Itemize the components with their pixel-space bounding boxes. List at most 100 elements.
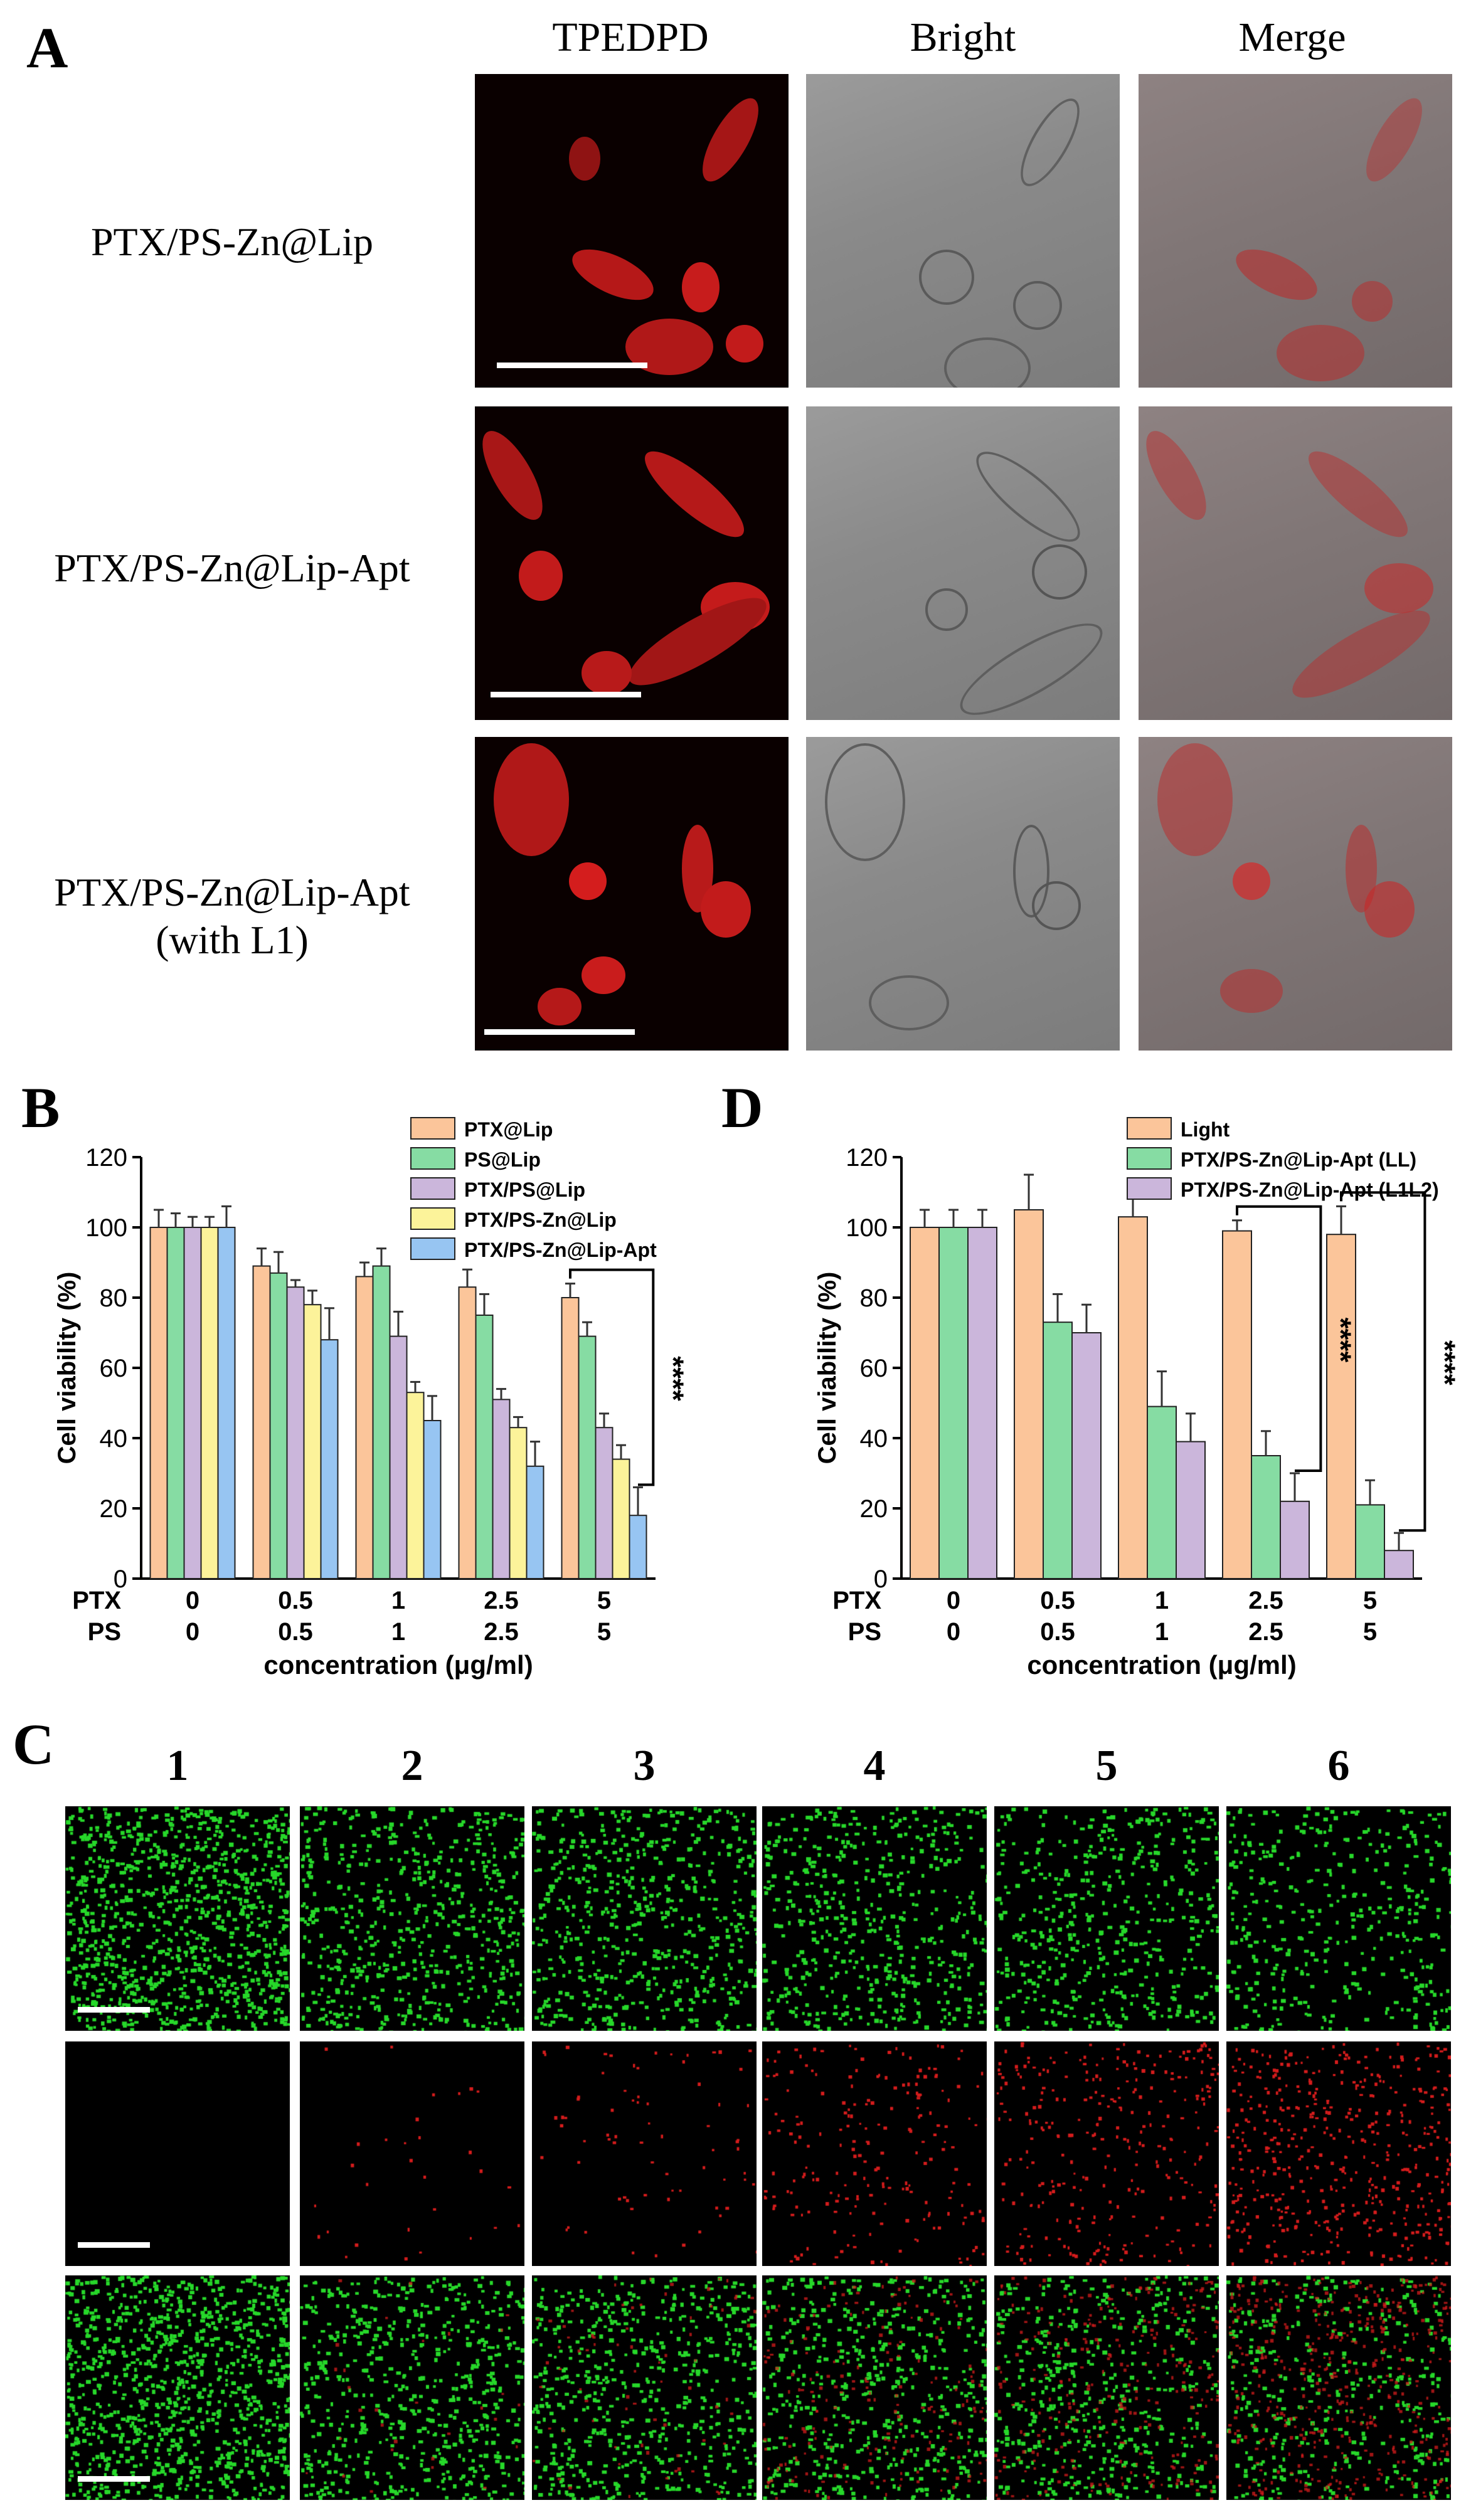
live-dead-canvas [65, 2275, 290, 2500]
live-dead-image-dead-lane-1 [65, 2041, 290, 2266]
y-tick-label: 20 [100, 1495, 128, 1523]
bar-light [1014, 1209, 1044, 1579]
live-dead-canvas [762, 2041, 987, 2266]
bar-ptx-ps-zn-lip-apt [526, 1465, 544, 1579]
live-dead-canvas [65, 2041, 290, 2266]
micrograph-tpedpd-row1 [475, 74, 789, 388]
bar-ptx-ps-zn-lip-apt-l1l2- [1176, 1441, 1206, 1579]
bar-ptx-ps-zn-lip [303, 1304, 322, 1579]
y-tick-label: 80 [100, 1284, 128, 1312]
x-tick-label-ps: 0 [947, 1618, 960, 1646]
live-dead-image-merge-lane-2 [300, 2275, 524, 2500]
significance-bracket [569, 1268, 655, 1486]
legend-label: PTX/PS-Zn@Lip-Apt (L1L2) [1181, 1178, 1439, 1201]
row-label-text: PTX/PS-Zn@Lip-Apt [54, 546, 410, 590]
live-dead-canvas [1226, 2275, 1451, 2500]
micrograph-merge-row3 [1139, 737, 1452, 1051]
x-tick-label-ps: 2.5 [484, 1618, 519, 1646]
bar-ptx-ps-zn-lip [200, 1227, 219, 1579]
column-header-bright: Bright [910, 14, 1016, 60]
y-tick-label: 60 [860, 1355, 888, 1382]
micrograph-merge-row1 [1139, 74, 1452, 388]
live-dead-canvas [1226, 1806, 1451, 2031]
bar-ptx-lip [252, 1265, 271, 1579]
bar-ptx-ps-zn-lip [406, 1392, 425, 1579]
column-header-merge: Merge [1238, 14, 1346, 60]
bar-ptx-lip [458, 1286, 477, 1579]
live-dead-image-live-lane-1 [65, 1806, 290, 2031]
micrograph-bright-row1 [806, 74, 1120, 388]
micrograph-bright-row3 [806, 737, 1120, 1051]
x-tick-label-ps: 1 [1155, 1618, 1169, 1646]
x-tick-label-ps: 5 [1363, 1618, 1377, 1646]
y-axis-label: Cell viability (%) [53, 1272, 81, 1464]
lane-number: 4 [863, 1742, 886, 1790]
bar-ptx-ps-zn-lip-apt-ll- [1147, 1406, 1177, 1579]
bar-ps-lip [578, 1335, 597, 1579]
row-label-ps: PS [88, 1618, 121, 1646]
live-dead-canvas [300, 1806, 524, 2031]
bar-ptx-ps-zn-lip-apt-ll- [1251, 1455, 1281, 1579]
live-dead-image-merge-lane-1 [65, 2275, 290, 2500]
scale-bar [484, 1029, 635, 1035]
legend-swatch [410, 1237, 455, 1260]
micrograph-bright-row2 [806, 406, 1120, 720]
legend-swatch [410, 1207, 455, 1230]
bar-ptx-ps-zn-lip-apt [320, 1339, 339, 1579]
live-dead-canvas [65, 1806, 290, 2031]
x-tick-label-ptx: 1 [391, 1587, 405, 1614]
row-label-ptx-ps-zn-lip: PTX/PS-Zn@Lip [0, 218, 464, 266]
live-dead-canvas [300, 2041, 524, 2266]
legend-label: PTX/PS-Zn@Lip-Apt (LL) [1181, 1148, 1416, 1171]
row-label-ptx: PTX [832, 1587, 881, 1614]
legend-label: PTX@Lip [464, 1118, 553, 1141]
bar-ptx-ps-zn-lip-apt-ll- [1043, 1321, 1073, 1579]
live-dead-canvas [994, 2041, 1219, 2266]
lane-number: 3 [633, 1742, 656, 1790]
bar-ps-lip [166, 1227, 185, 1579]
significance-bracket [1236, 1205, 1322, 1472]
live-dead-canvas [994, 1806, 1219, 2031]
y-tick-label: 40 [860, 1425, 888, 1453]
bar-ptx-ps-zn-lip-apt-l1l2- [967, 1227, 997, 1579]
live-dead-image-merge-lane-3 [532, 2275, 757, 2500]
y-tick-label: 40 [100, 1425, 128, 1453]
bar-ptx-ps-lip [595, 1427, 613, 1580]
y-tick-label: 0 [874, 1565, 888, 1593]
row-label-ps: PS [848, 1618, 881, 1646]
x-tick-label-ps: 2.5 [1248, 1618, 1283, 1646]
x-tick-label-ps: 0.5 [1040, 1618, 1075, 1646]
legend-label: PS@Lip [464, 1148, 541, 1171]
y-tick-label: 120 [85, 1144, 127, 1172]
lane-number: 5 [1095, 1742, 1118, 1790]
x-tick-label-ptx: 0 [186, 1587, 199, 1614]
legend-swatch [410, 1117, 455, 1140]
x-tick-label-ps: 0 [186, 1618, 199, 1646]
significance-label: **** [1324, 1318, 1357, 1363]
live-dead-image-live-lane-4 [762, 1806, 987, 2031]
y-tick-label: 80 [860, 1284, 888, 1312]
bar-ptx-ps-zn-lip-apt [217, 1227, 236, 1579]
y-axis-label: Cell viability (%) [814, 1272, 841, 1464]
row-label-ptx-ps-zn-lip-apt-with-l1: PTX/PS-Zn@Lip-Apt (with L1) [0, 869, 464, 963]
x-tick-label-ps: 0.5 [278, 1618, 313, 1646]
bar-light [910, 1227, 940, 1579]
live-dead-image-dead-lane-6 [1226, 2041, 1451, 2266]
bar-ptx-lip [149, 1227, 168, 1579]
x-axis-label: concentration (μg/ml) [1027, 1650, 1296, 1680]
live-dead-image-live-lane-3 [532, 1806, 757, 2031]
bar-ps-lip [269, 1272, 288, 1579]
live-dead-image-dead-lane-2 [300, 2041, 524, 2266]
live-dead-image-live-lane-2 [300, 1806, 524, 2031]
x-tick-label-ptx: 0 [947, 1587, 960, 1614]
x-axis-label: concentration (μg/ml) [263, 1650, 533, 1680]
legend-swatch [1127, 1117, 1172, 1140]
live-dead-image-live-lane-5 [994, 1806, 1219, 2031]
bar-ptx-lip [561, 1297, 580, 1579]
bar-ptx-ps-lip [183, 1227, 202, 1579]
live-dead-canvas [532, 2041, 757, 2266]
significance-label: **** [657, 1356, 689, 1401]
row-label-ptx: PTX [72, 1587, 121, 1614]
x-tick-label-ptx: 0.5 [1040, 1587, 1075, 1614]
y-tick-label: 100 [846, 1214, 888, 1242]
